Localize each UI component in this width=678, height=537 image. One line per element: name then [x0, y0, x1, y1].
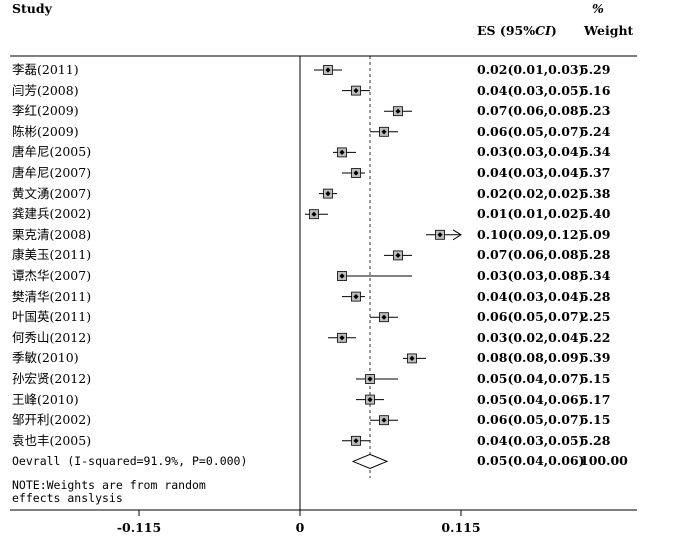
- study-weight: 5.17: [580, 391, 611, 407]
- study-ci-text: 0.06(0.05,0.07): [477, 123, 585, 139]
- header-weight: Weight: [584, 23, 634, 38]
- study-label: 何秀山(2012): [12, 329, 92, 345]
- study-weight: 5.28: [580, 432, 611, 448]
- study-label: 黄文湧(2007): [12, 185, 92, 201]
- ci-arrow: [452, 229, 462, 241]
- point-estimate: [367, 376, 373, 382]
- point-estimate: [409, 355, 415, 361]
- overall-weight: 100.00: [580, 453, 628, 469]
- header-study: Study: [12, 1, 52, 16]
- study-weight: 5.23: [580, 103, 611, 119]
- point-estimate: [395, 252, 401, 258]
- study-weight: 5.37: [580, 165, 611, 180]
- study-ci-text: 0.04(0.03,0.05): [477, 82, 585, 98]
- overall-ci-text: 0.05(0.04,0.06): [477, 453, 585, 469]
- point-estimate: [437, 232, 443, 238]
- study-label: 邹开利(2002): [12, 412, 92, 428]
- study-weight: 5.39: [580, 350, 611, 366]
- study-label: 樊清华(2011): [12, 288, 92, 304]
- point-estimate: [325, 67, 331, 73]
- point-estimate: [353, 294, 359, 300]
- study-label: 孙宏贤(2012): [12, 371, 92, 386]
- study-label: 李磊(2011): [12, 62, 79, 77]
- study-ci-text: 0.10(0.09,0.12): [477, 226, 585, 242]
- note-text: NOTE:Weights are from random: [12, 478, 206, 492]
- study-weight: 5.09: [580, 226, 611, 242]
- point-estimate: [395, 108, 401, 114]
- point-estimate: [311, 211, 317, 217]
- study-label: 康美玉(2011): [12, 247, 92, 263]
- study-ci-text: 0.01(0.01,0.02): [477, 206, 585, 222]
- study-ci-text: 0.03(0.03,0.04): [477, 144, 585, 160]
- study-ci-text: 0.05(0.04,0.06): [477, 391, 585, 407]
- study-label: 谭杰华(2007): [12, 268, 92, 283]
- study-weight: 5.40: [580, 206, 611, 222]
- study-ci-text: 0.03(0.03,0.08): [477, 268, 585, 283]
- study-ci-text: 0.08(0.08,0.09): [477, 350, 585, 366]
- x-tick-label: -0.115: [116, 520, 162, 535]
- point-estimate: [381, 129, 387, 135]
- point-estimate: [353, 170, 359, 176]
- study-weight: 5.28: [580, 247, 611, 263]
- point-estimate: [339, 149, 345, 155]
- overall-diamond: [351, 453, 389, 469]
- study-ci-text: 0.05(0.04,0.07): [477, 371, 585, 386]
- overall-label: Oevrall (I-squared=91.9%, P=0.000): [12, 454, 248, 469]
- study-label: 栗克清(2008): [12, 226, 92, 242]
- header-weight-percent: %: [592, 1, 604, 16]
- study-weight: 5.38: [580, 185, 611, 201]
- study-label: 唐牟尼(2005): [12, 144, 92, 160]
- study-weight: 5.29: [580, 62, 611, 77]
- study-weight: 5.15: [580, 412, 611, 428]
- study-label: 李红(2009): [12, 103, 79, 119]
- point-estimate: [325, 191, 331, 197]
- point-estimate: [353, 438, 359, 444]
- point-estimate: [381, 417, 387, 423]
- header-es: ES (95%CI): [477, 23, 557, 38]
- point-estimate: [339, 335, 345, 341]
- study-weight: 2.25: [580, 309, 611, 325]
- point-estimate: [353, 88, 359, 94]
- study-weight: 5.15: [580, 371, 611, 386]
- study-label: 闫芳(2008): [12, 82, 79, 98]
- study-ci-text: 0.06(0.05,0.07): [477, 309, 585, 325]
- study-label: 袁也丰(2005): [12, 432, 92, 448]
- study-label: 季敏(2010): [12, 350, 79, 366]
- x-tick-label: 0.115: [441, 520, 481, 535]
- study-ci-text: 0.04(0.03,0.05): [477, 432, 585, 448]
- point-estimate: [381, 314, 387, 320]
- study-weight: 5.28: [580, 288, 611, 304]
- point-estimate: [367, 397, 373, 403]
- study-ci-text: 0.02(0.02,0.02): [477, 185, 585, 201]
- study-label: 陈彬(2009): [12, 123, 79, 139]
- study-ci-text: 0.04(0.03,0.04): [477, 165, 585, 180]
- study-ci-text: 0.02(0.01,0.03): [477, 62, 585, 77]
- study-weight: 5.34: [580, 268, 611, 283]
- study-label: 叶国英(2011): [12, 309, 92, 325]
- study-weight: 5.22: [580, 329, 611, 345]
- study-label: 唐牟尼(2007): [12, 165, 92, 180]
- study-weight: 5.34: [580, 144, 611, 160]
- study-ci-text: 0.04(0.03,0.04): [477, 288, 585, 304]
- x-tick-label: 0: [295, 520, 305, 535]
- study-label: 龚建兵(2002): [12, 206, 92, 222]
- study-weight: 5.16: [580, 82, 611, 98]
- point-estimate: [339, 273, 345, 279]
- study-ci-text: 0.06(0.05,0.07): [477, 412, 585, 428]
- study-ci-text: 0.07(0.06,0.08): [477, 103, 585, 119]
- note-text: effects anslysis: [12, 490, 123, 505]
- study-label: 王峰(2010): [12, 391, 79, 407]
- study-weight: 5.24: [580, 123, 611, 139]
- study-ci-text: 0.03(0.02,0.04): [477, 329, 585, 345]
- study-ci-text: 0.07(0.06,0.08): [477, 247, 585, 263]
